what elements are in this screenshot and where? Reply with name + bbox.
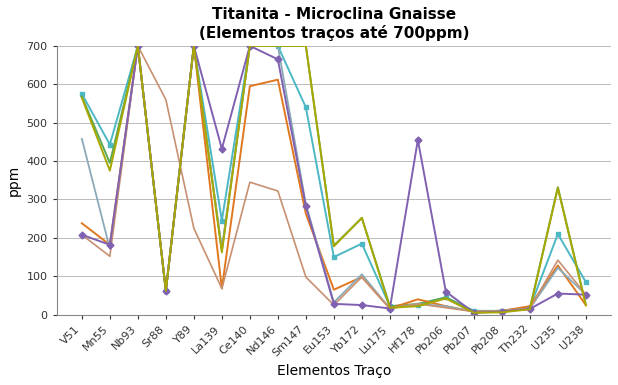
X-axis label: Elementos Traço: Elementos Traço bbox=[277, 364, 391, 378]
Y-axis label: ppm: ppm bbox=[7, 165, 21, 196]
Title: Titanita - Microclina Gnaisse
(Elementos traços até 700ppm): Titanita - Microclina Gnaisse (Elementos… bbox=[198, 7, 469, 40]
